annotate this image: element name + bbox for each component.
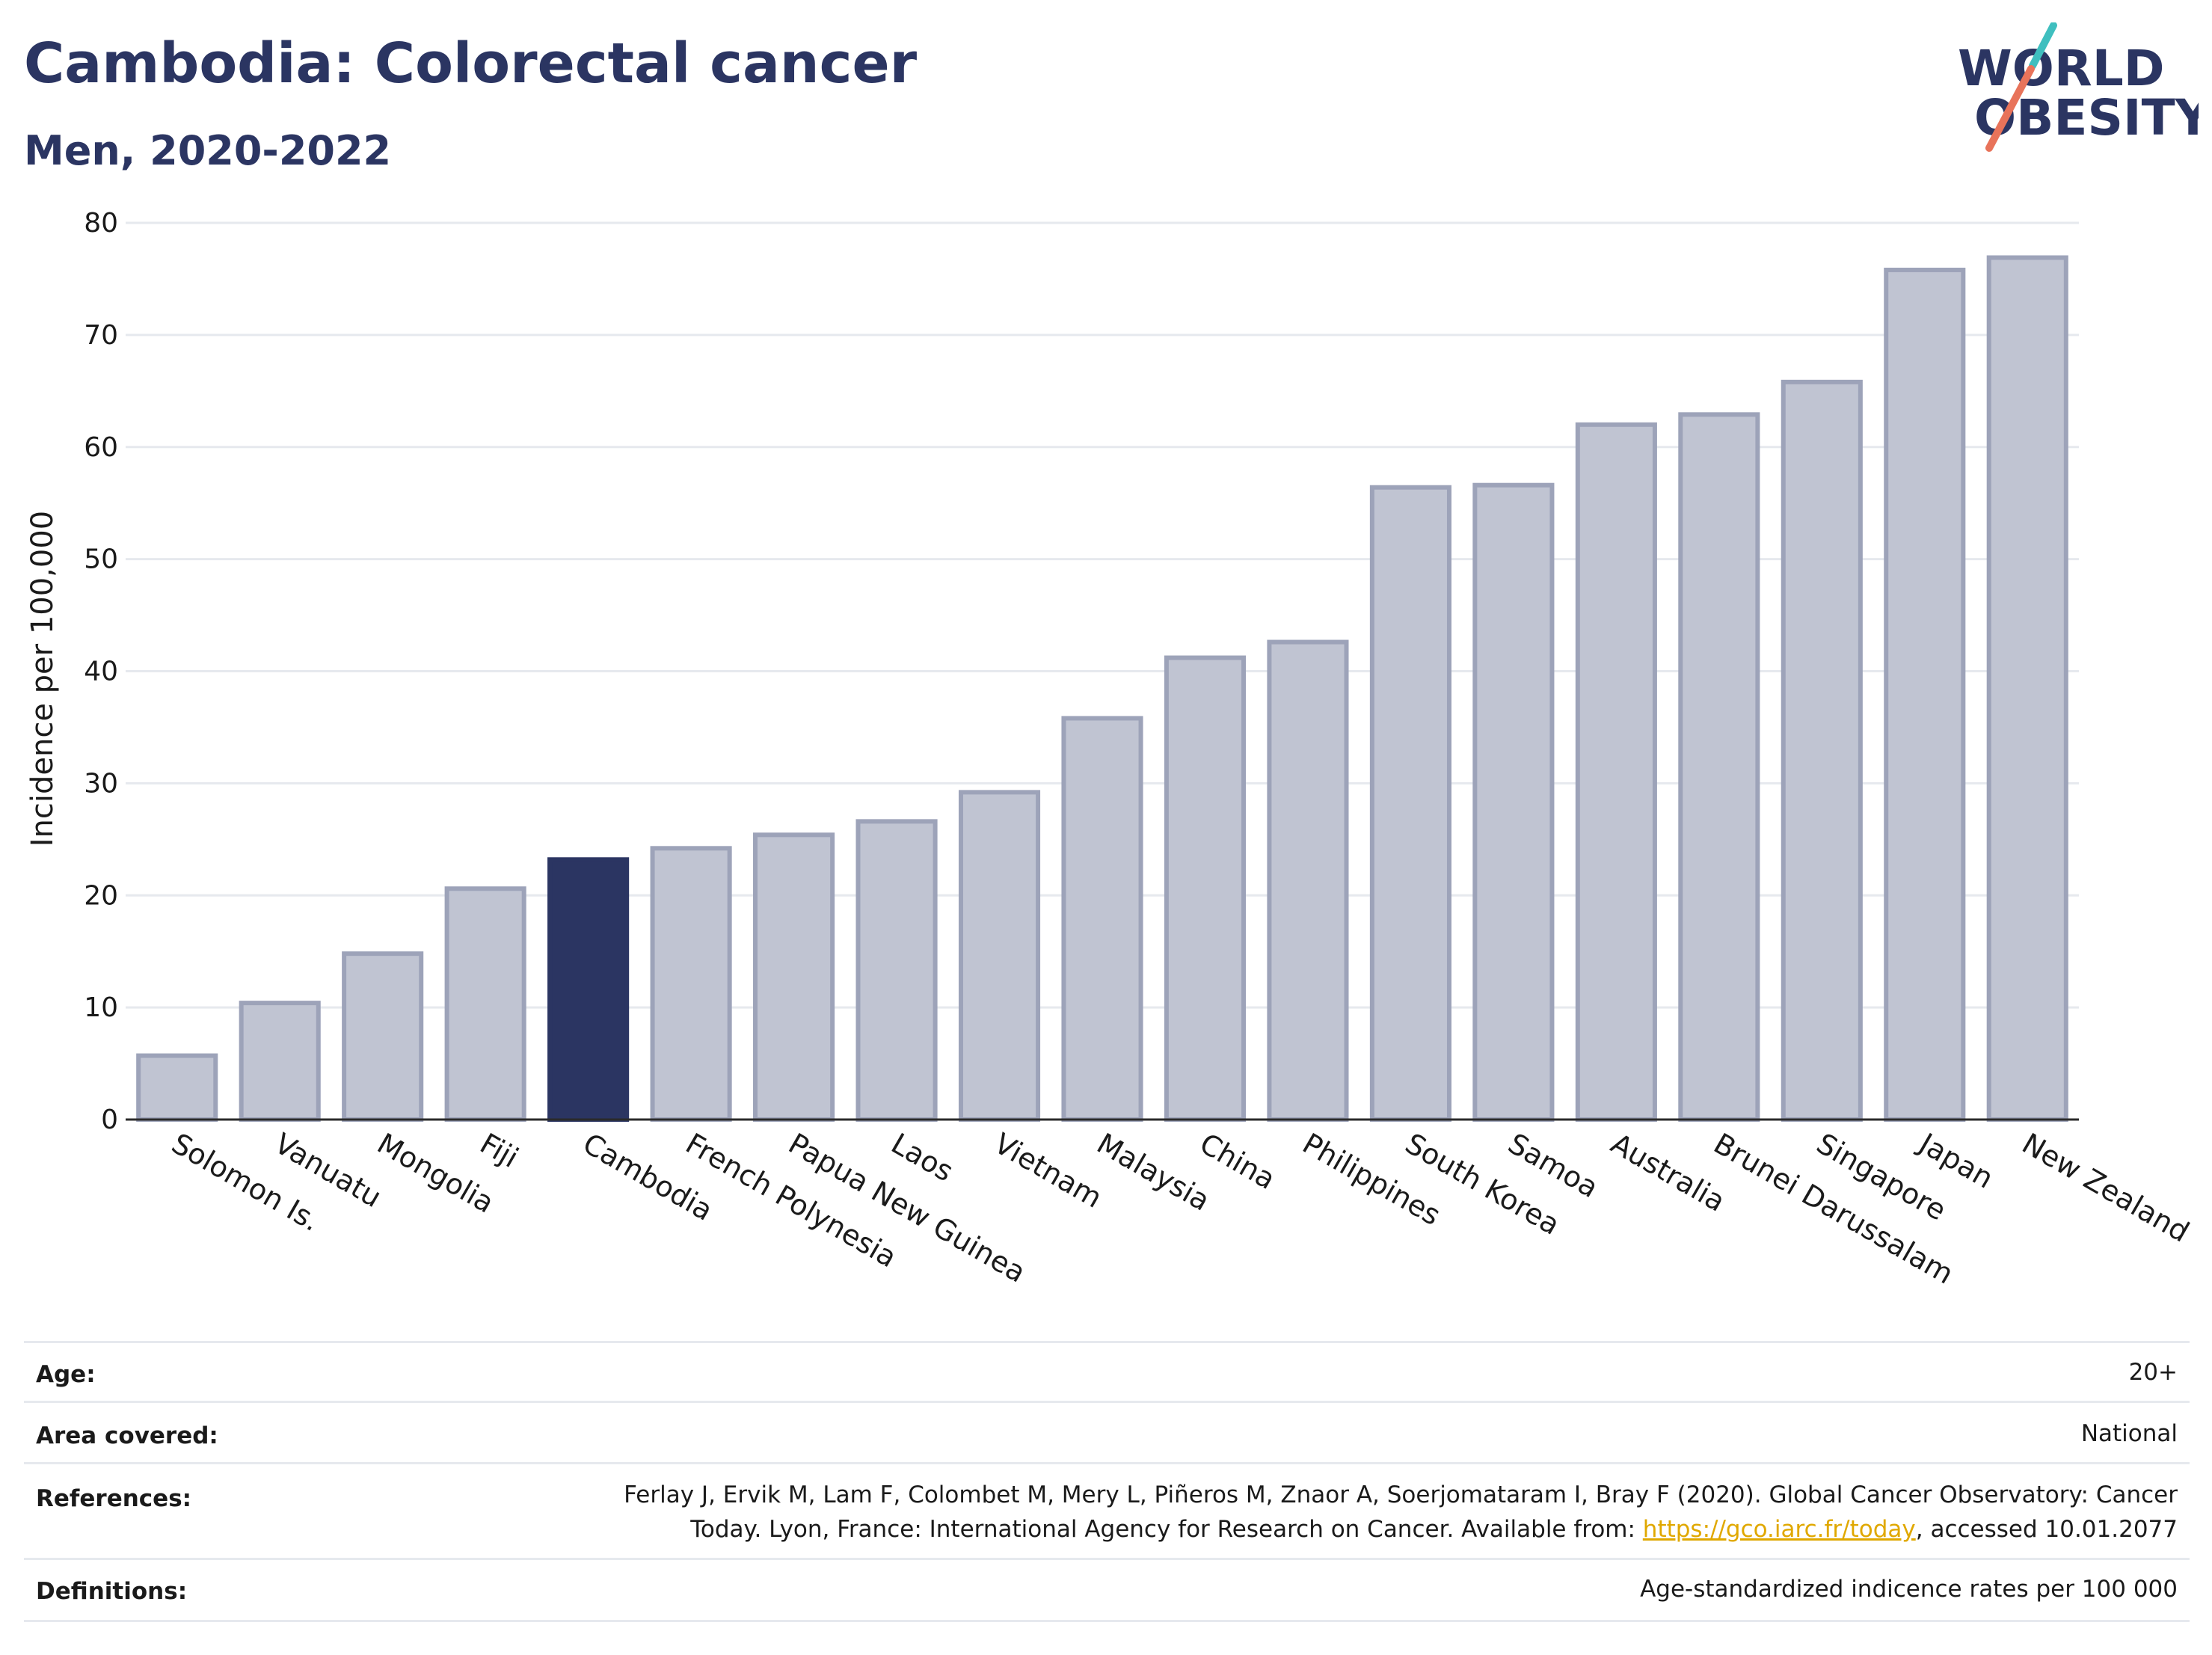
y-tick-label: 0: [101, 1105, 118, 1135]
y-tick-label: 20: [84, 880, 118, 911]
y-tick-label: 40: [84, 657, 118, 687]
x-tick-label: Malaysia: [1092, 1127, 1216, 1218]
meta-value-area: National: [2080, 1420, 2178, 1447]
meta-label-references: References:: [36, 1485, 192, 1512]
logo-slash-coral: [1985, 65, 2035, 152]
bar-brunei-darussalam: [1678, 412, 1760, 1122]
bar-solomon-is-: [136, 1053, 218, 1123]
bar-south-korea: [1369, 485, 1451, 1122]
logo-slash-teal: [2029, 22, 2057, 70]
bar-french-polynesia: [650, 846, 732, 1122]
bar-cambodia: [547, 857, 630, 1123]
bar-vietnam: [958, 790, 1041, 1122]
bar-laos: [855, 819, 938, 1123]
bar-papua-new-guinea: [753, 832, 835, 1122]
bar-japan: [1884, 267, 1966, 1122]
x-tick-label: Fiji: [475, 1127, 524, 1174]
y-axis-title: Incidence per 100,000: [25, 511, 60, 847]
chart-title: Cambodia: Colorectal cancer: [24, 31, 918, 96]
meta-row-age: Age: 20+: [24, 1341, 2190, 1403]
bars: [136, 255, 2068, 1123]
y-tick-label: 50: [84, 544, 118, 575]
references-line-1: Ferlay J, Ervik M, Lam F, Colombet M, Me…: [624, 1481, 2178, 1508]
x-tick-label: Vietnam: [989, 1127, 1107, 1215]
meta-value-definitions: Age-standardized indicence rates per 100…: [1640, 1576, 2178, 1603]
bar-china: [1164, 655, 1247, 1122]
x-tick-label: Mongolia: [372, 1127, 500, 1220]
bar-fiji: [444, 886, 526, 1122]
y-tick-label: 60: [84, 432, 118, 463]
logo-graphic: WORLD OBESITY: [1958, 22, 2212, 152]
bar-new-zealand: [1986, 255, 2068, 1122]
meta-label-definitions: Definitions:: [36, 1578, 188, 1605]
meta-label-area: Area covered:: [36, 1422, 218, 1449]
meta-row-references: References: Ferlay J, Ervik M, Lam F, Co…: [24, 1462, 2190, 1560]
bar-singapore: [1781, 379, 1863, 1122]
chart-subtitle: Men, 2020-2022: [24, 127, 392, 174]
bar-samoa: [1472, 482, 1555, 1122]
meta-value-references: Ferlay J, Ervik M, Lam F, Colombet M, Me…: [624, 1478, 2178, 1547]
bar-australia: [1575, 422, 1657, 1122]
logo-line1: WORLD: [1958, 40, 2165, 97]
y-tick-label: 80: [84, 208, 118, 239]
y-tick-label: 10: [84, 992, 118, 1023]
meta-value-age: 20+: [2128, 1359, 2178, 1386]
references-link[interactable]: https://gco.iarc.fr/today: [1642, 1516, 1916, 1543]
x-tick-label: New Zealand: [2017, 1127, 2195, 1249]
bar-mongolia: [342, 951, 424, 1123]
references-line-2: Today. Lyon, France: International Agenc…: [624, 1512, 2178, 1547]
bar-philippines: [1267, 639, 1349, 1122]
meta-row-definitions: Definitions: Age-standardized indicence …: [24, 1558, 2190, 1622]
x-tick-label: Australia: [1606, 1127, 1731, 1218]
meta-label-age: Age:: [36, 1361, 96, 1388]
references-line-2-post: , accessed 10.01.2077: [1915, 1516, 2178, 1543]
references-line-2-pre: Today. Lyon, France: International Agenc…: [690, 1516, 1643, 1543]
world-obesity-logo: WORLD OBESITY: [1944, 22, 2212, 157]
y-tick-label: 30: [84, 768, 118, 799]
x-tick-label: Laos: [886, 1127, 959, 1188]
y-tick-label: 70: [84, 320, 118, 351]
bar-malaysia: [1061, 716, 1143, 1122]
meta-row-area: Area covered: National: [24, 1401, 2190, 1464]
bar-vanuatu: [239, 1001, 321, 1122]
